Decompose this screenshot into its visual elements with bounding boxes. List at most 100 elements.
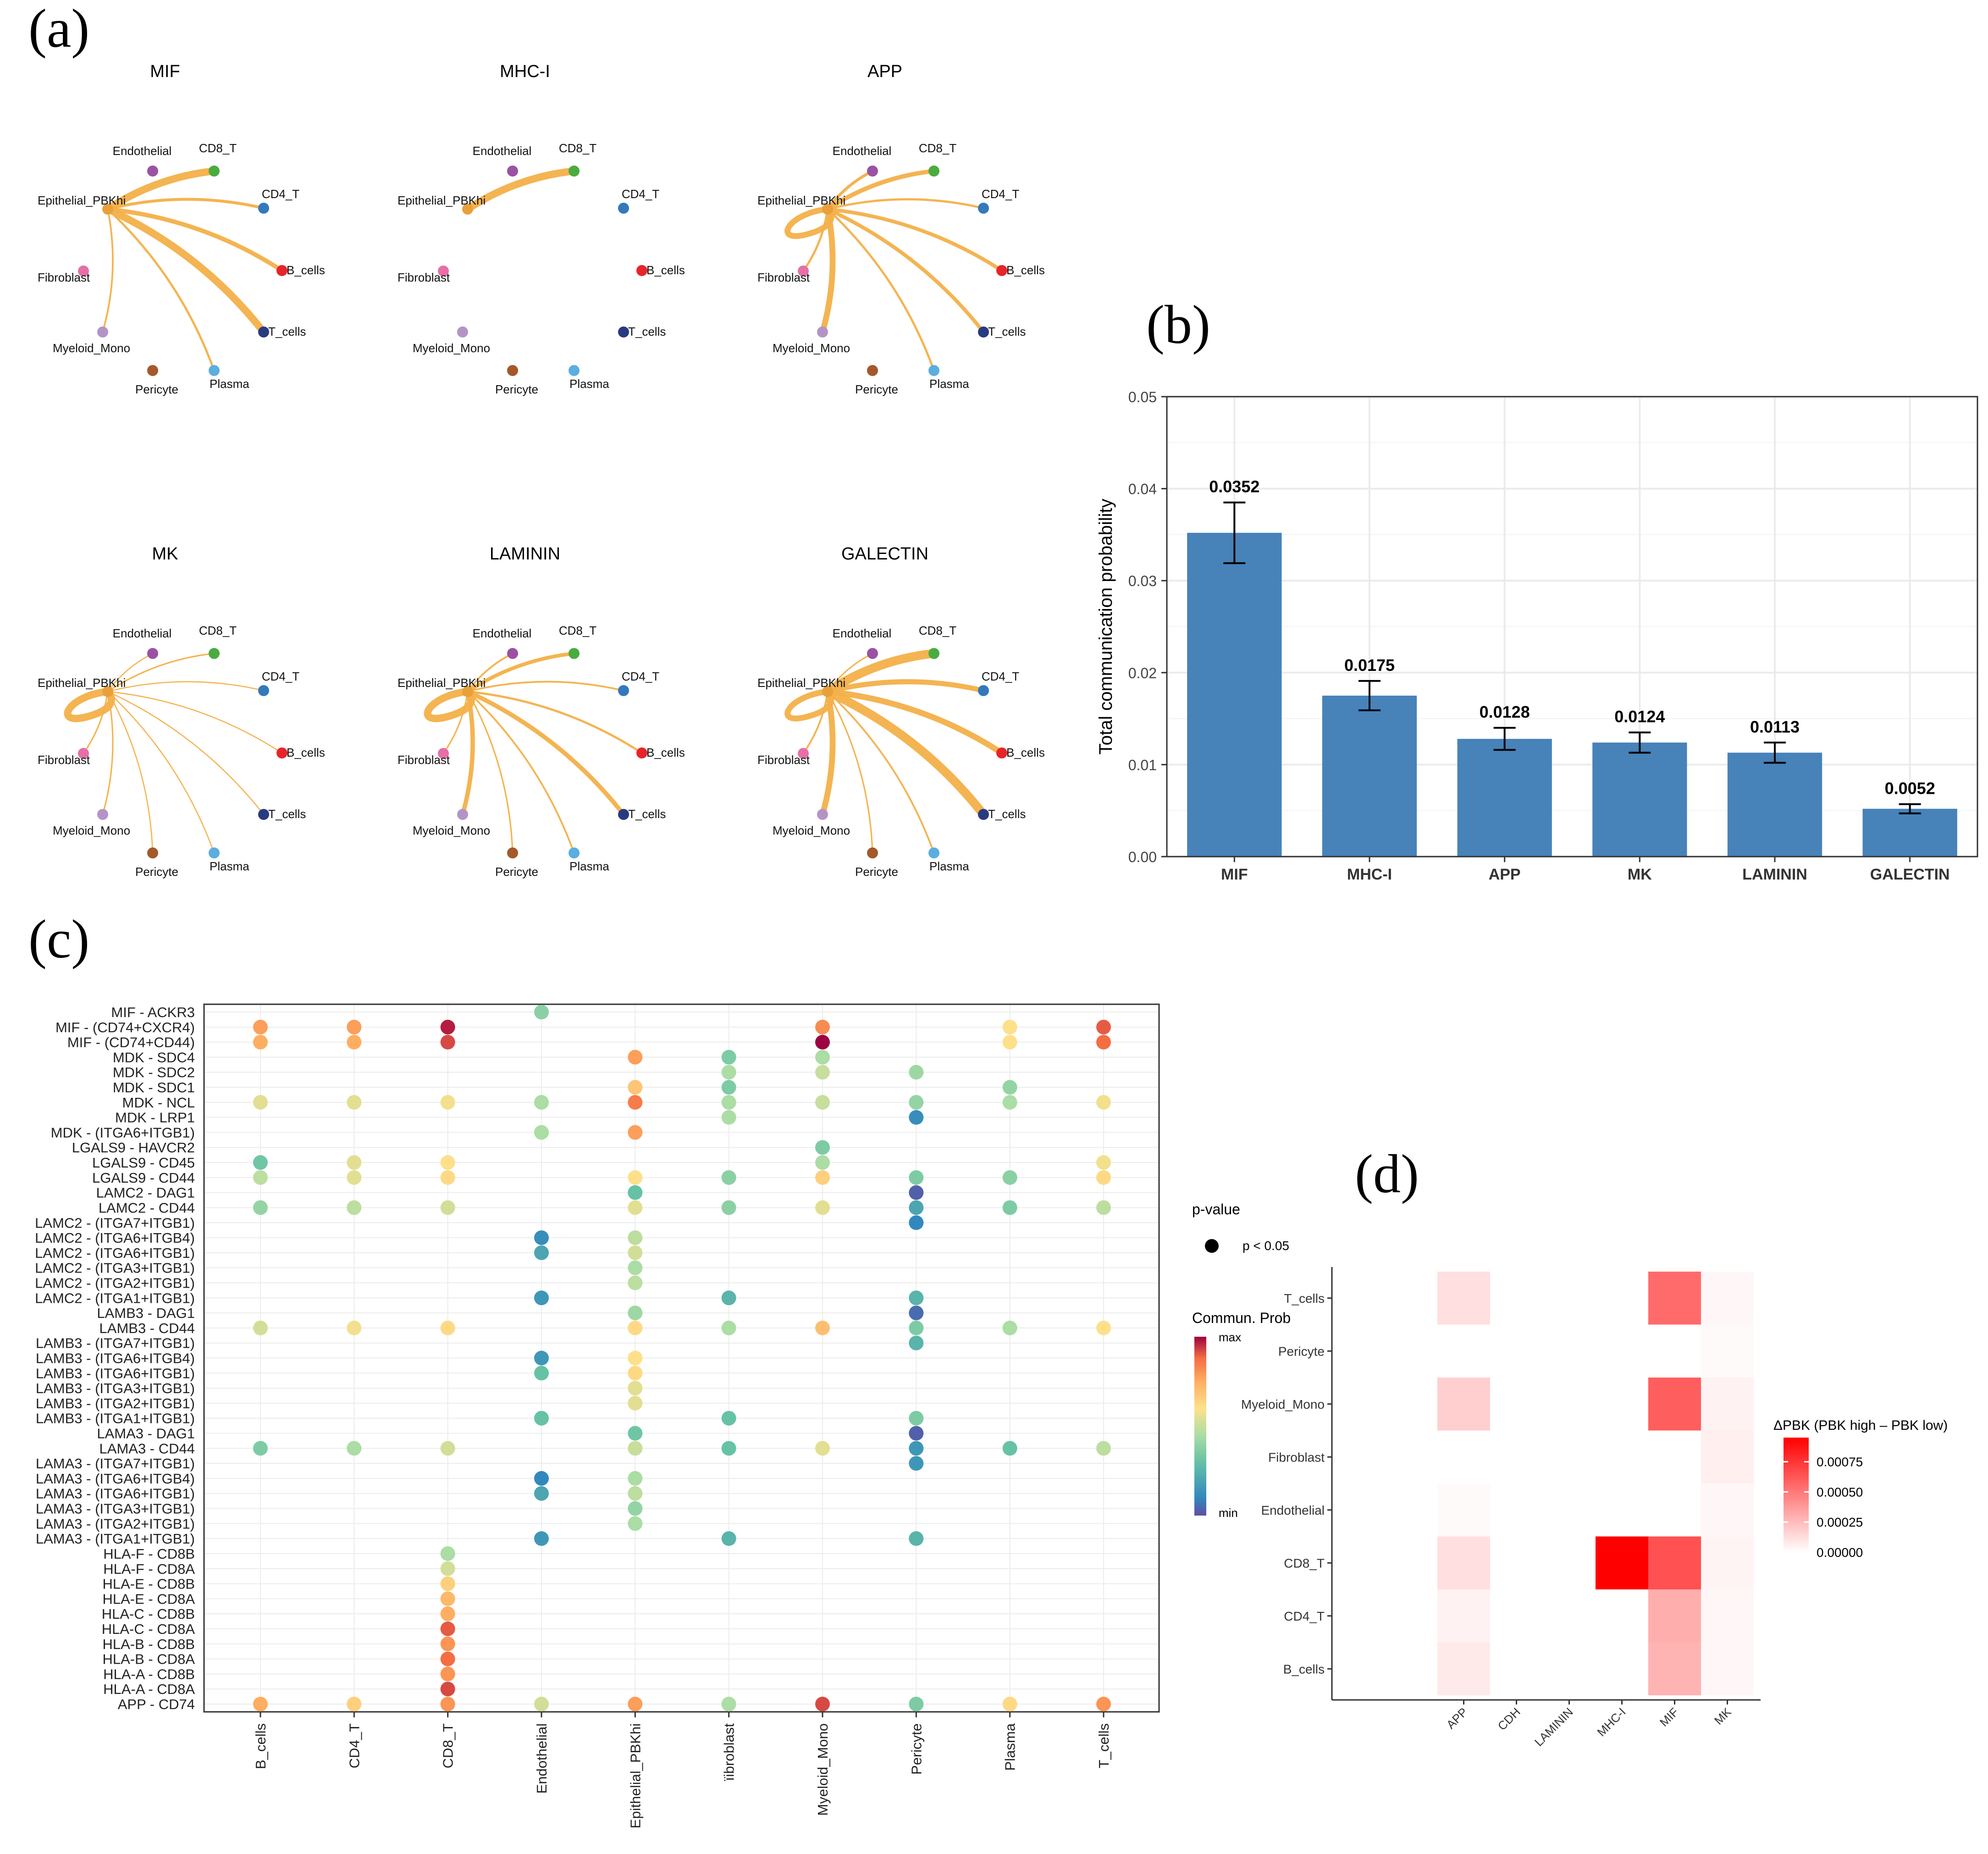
node-label-t-cells: T_cells [628,325,666,338]
dot-lamb3-cd44-fibroblast [721,1320,736,1335]
row-label: LAMB3 - (ITGA1+ITGB1) [36,1411,195,1427]
node-label-fibroblast: Fibroblast [38,753,90,767]
node-endothelial [867,166,878,177]
dot-mdk-sdc4-epithelial-pbkhi [628,1050,643,1065]
network-title: GALECTIN [841,544,928,564]
node-label-myeloid-mono: Myeloid_Mono [773,824,850,837]
edge-to-cd8-t [825,169,936,211]
dot-mdk-sdc2-myeloid-mono [815,1065,830,1080]
cell-cd8-t-app [1437,1536,1490,1589]
data-label: 0.0128 [1480,703,1530,721]
network-mk: MK Endothelial CD8_T CD4_T Epithelial_PBKhi F… [38,544,325,879]
dot-mdk-ncl-plasma [1002,1095,1017,1110]
node-label-fibroblast: Fibroblast [757,753,810,767]
node-cd4-t [258,203,269,214]
dot-lama3-itga7-itgb1-pericyte [909,1456,924,1471]
dot-lgals9-cd44-epithelial-pbkhi [628,1170,643,1185]
dot-lamc2-itga6-itgb4-epithelial-pbkhi [628,1230,643,1245]
dot-mif-cd74-cd44-b-cells [253,1035,268,1050]
node-pericyte [507,365,518,376]
y-tick-label: Endothelial [1261,1503,1325,1517]
node-label-myeloid-mono: Myeloid_Mono [53,824,130,837]
dot-mdk-ncl-fibroblast [721,1095,736,1110]
dot-lamc2-itga6-itgb4-endothelial [534,1230,549,1245]
node-label-fibroblast: Fibroblast [398,753,450,767]
node-label-b-cells: B_cells [287,746,325,759]
data-label: 0.0113 [1750,717,1800,736]
edge-to-endothelial [467,653,514,692]
dot-lama3-itga2-itgb1-epithelial-pbkhi [628,1516,643,1531]
node-label-endothelial: Endothelial [833,144,892,158]
dot-hla-a-cd8b-cd8-t [440,1666,455,1682]
dot-lamc2-cd44-pericyte [909,1200,924,1215]
edge-self-loop [424,688,475,722]
node-pericyte [867,847,878,858]
row-label: MIF - ACKR3 [111,1004,195,1020]
dot-lama3-cd44-t-cells [1096,1441,1111,1456]
edge-to-cd4-t [826,198,985,210]
node-label-t-cells: T_cells [988,325,1026,338]
cell-myeloid-mono-app [1437,1378,1490,1431]
node-fibroblast [798,266,809,277]
edge-to-t-cells [104,205,267,336]
column-label: Pericyte [908,1723,924,1775]
dot-lamc2-itga6-itgb1-endothelial [534,1245,549,1260]
bar-laminin [1727,753,1822,857]
dot-app-cd74-pericyte [909,1697,924,1711]
dot-lamc2-itga3-itgb1-epithelial-pbkhi [628,1260,643,1275]
dot-mif-cd74-cd44-cd4-t [347,1035,362,1050]
node-t-cells [978,327,989,338]
node-cd4-t [618,203,629,214]
edge-to-cd8-t [464,167,578,213]
pvalue-legend-title: p-value [1192,1201,1240,1218]
dot-lama3-cd44-myeloid-mono [815,1441,830,1456]
edge-to-b-cells [466,690,643,754]
dot-lamb3-dag1-epithelial-pbkhi [628,1306,643,1321]
dot-lamb3-cd44-pericyte [909,1320,924,1335]
dot-hla-f-cd8b-cd8-t [440,1546,455,1561]
node-pericyte [867,365,878,376]
row-label: MIF - (CD74+CXCR4) [55,1019,195,1035]
node-b-cells [276,747,287,758]
edge-self-loop [64,688,115,722]
edge-to-fibroblast [83,691,109,754]
row-label: LAMC2 - (ITGA3+ITGB1) [35,1260,195,1276]
node-fibroblast [438,748,449,759]
edge-to-cd8-t [823,649,939,696]
dot-lamb3-itga3-itgb1-epithelial-pbkhi [628,1381,643,1396]
dot-lamc2-cd44-b-cells [253,1200,268,1215]
node-fibroblast [798,748,809,759]
node-cd8-t [569,648,580,659]
dot-lamb3-itga1-itgb1-fibroblast [721,1411,736,1426]
dot-lamb3-itga1-itgb1-pericyte [909,1411,924,1426]
node-label-plasma: Plasma [569,377,609,391]
row-label: HLA-B - CD8B [102,1636,195,1652]
dot-mdk-ncl-cd4-t [347,1095,362,1110]
edge-to-cd8-t [107,653,215,692]
node-pericyte [147,847,158,858]
x-tick-label: MIF [1657,1705,1681,1729]
dot-lamb3-itga7-itgb1-pericyte [909,1335,924,1350]
dot-mdk-itga6-itgb1-endothelial [534,1125,549,1140]
node-label-myeloid-mono: Myeloid_Mono [53,341,130,355]
edge-to-cd4-t [106,198,265,211]
node-label-b-cells: B_cells [1006,263,1045,277]
node-epithelial-pbkhi [102,204,113,215]
edge-to-cd4-t [825,679,986,694]
dot-lgals9-cd45-myeloid-mono [815,1155,830,1170]
dot-mif-cd74-cd44-t-cells [1096,1035,1111,1050]
dot-mdk-lrp1-pericyte [909,1110,924,1125]
edge-to-t-cells [107,691,265,815]
dot-app-cd74-t-cells [1096,1697,1111,1711]
dot-hla-e-cd8a-cd8-t [440,1591,455,1606]
node-cd4-t [618,685,629,696]
dot-hla-a-cd8a-cd8-t [440,1682,455,1697]
row-label: HLA-A - CD8B [103,1666,195,1682]
edge-to-endothelial [826,169,874,211]
dot-lama3-cd44-cd8-t [440,1441,455,1456]
row-label: LAMC2 - DAG1 [96,1185,195,1201]
dot-hla-e-cd8b-cd8-t [440,1576,455,1591]
dot-lamc2-itga2-itgb1-epithelial-pbkhi [628,1275,643,1290]
cell-fibroblast-mk [1701,1430,1754,1483]
dot-lamc2-cd44-plasma [1002,1200,1017,1215]
